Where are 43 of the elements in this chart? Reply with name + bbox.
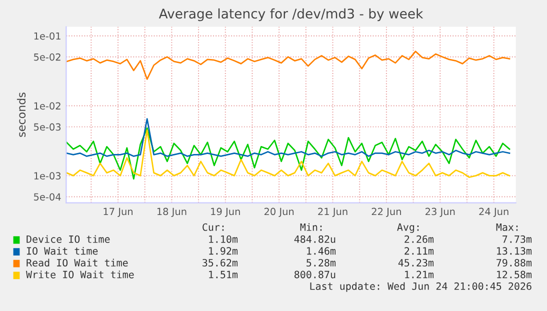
line-series (66, 118, 510, 157)
text: 13.13m (497, 247, 532, 255)
text: 1.46m (307, 247, 336, 255)
text: 2.11m (404, 247, 434, 255)
text: Max: (496, 223, 518, 231)
x-tick-label: 20 Jun (264, 208, 294, 217)
legend-label: IO Wait time (26, 246, 98, 255)
text: Avg: (397, 223, 419, 233)
x-tick-label: 21 Jun (318, 208, 348, 217)
legend-label: Read IO Wait time (26, 258, 128, 267)
text: 2.26m (404, 235, 434, 243)
text: 1.92m (209, 247, 238, 255)
text: 1.10m (209, 235, 238, 243)
text: Last update: Wed Jun 24 21:00:45 2026 (310, 282, 532, 292)
y-tick-label: 1e-01 (34, 32, 60, 40)
x-tick-label: 24 Jun (479, 208, 508, 217)
text: 5.28m (306, 258, 336, 267)
chart-title: Average latency for /dev/md3 - by week (158, 8, 424, 22)
y-axis-title: seconds (16, 92, 26, 137)
text: 800.87u (294, 270, 336, 278)
text: 35.62m (202, 258, 238, 267)
y-tick-label: 1e-02 (34, 102, 60, 110)
text: 79.88m (496, 258, 532, 267)
text: Min: (300, 223, 322, 231)
line-series (66, 50, 510, 80)
x-tick-label: 23 Jun (426, 208, 455, 217)
text: Cur: (202, 223, 224, 231)
x-tick-label: 22 Jun (372, 208, 401, 217)
text: 12.58m (497, 270, 532, 278)
text: 484.82u (294, 235, 336, 243)
text: 1.51m (209, 270, 238, 278)
text: 7.73m (502, 235, 532, 243)
text: 45.23m (398, 258, 434, 267)
x-tick-label: 17 Jun (104, 208, 133, 217)
x-tick-label: 19 Jun (211, 208, 240, 217)
y-tick-label: 1e-03 (34, 172, 61, 180)
y-tick-label: 5e-02 (34, 53, 60, 61)
y-tick-label: 5e-04 (34, 193, 61, 201)
text: 1.21m (405, 270, 434, 278)
x-tick-label: 18 Jun (157, 208, 186, 217)
y-tick-label: 5e-03 (34, 123, 61, 131)
legend-label: Write IO Wait time (26, 270, 134, 278)
legend-label: Device IO time (26, 235, 110, 243)
